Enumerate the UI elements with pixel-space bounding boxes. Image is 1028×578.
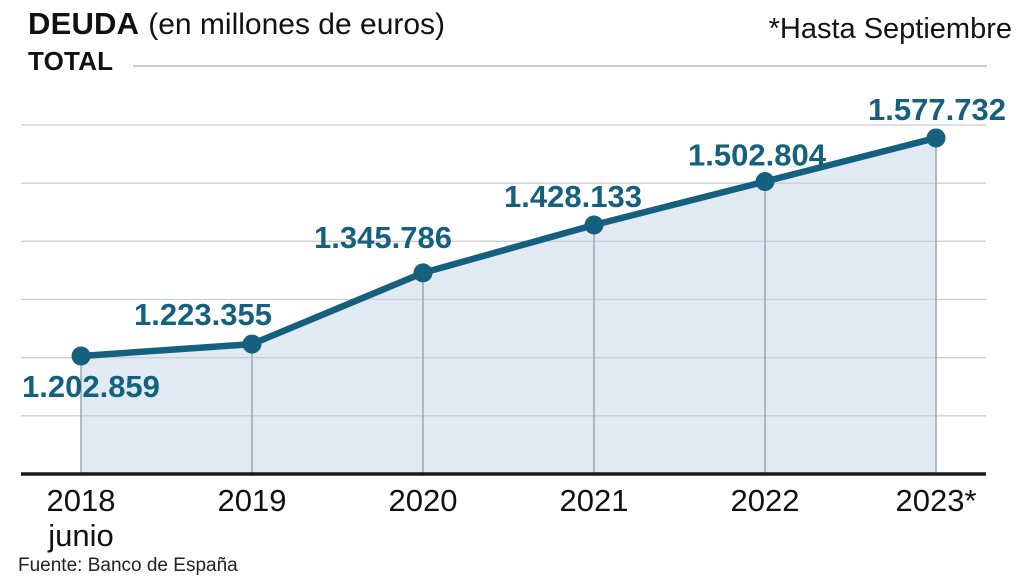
x-tick-label: 2020	[389, 483, 458, 518]
source-text: Fuente: Banco de España	[18, 555, 238, 576]
chart-subtitle: (en millones de euros)	[148, 8, 446, 41]
data-point	[413, 263, 433, 283]
chart-title: DEUDA	[28, 6, 140, 41]
x-tick-sublabel: junio	[47, 518, 114, 553]
data-point	[926, 128, 946, 148]
data-point	[242, 334, 262, 354]
value-label: 1.502.804	[688, 138, 827, 173]
data-point	[71, 346, 91, 366]
chart-header: DEUDA (en millones de euros)	[28, 6, 446, 41]
x-tick-label: 2021	[560, 483, 629, 518]
data-point	[755, 172, 775, 192]
series-label-total: TOTAL	[28, 46, 114, 76]
value-label: 1.428.133	[504, 179, 642, 214]
header-rule	[133, 65, 987, 67]
data-point	[584, 215, 604, 235]
value-label: 1.345.786	[314, 220, 452, 255]
x-tick-label: 2018	[47, 483, 116, 518]
value-label: 1.577.732	[868, 92, 1006, 127]
footnote-hasta-septiembre: *Hasta Septiembre	[768, 13, 1012, 45]
series-line	[77, 134, 940, 360]
value-label: 1.223.355	[134, 297, 272, 332]
x-tick-label: 2022	[731, 483, 800, 518]
value-label: 1.202.859	[22, 369, 160, 404]
x-tick-label: 2019	[218, 483, 287, 518]
x-tick-label: 2023*	[895, 483, 976, 518]
area-fill	[81, 137, 936, 474]
